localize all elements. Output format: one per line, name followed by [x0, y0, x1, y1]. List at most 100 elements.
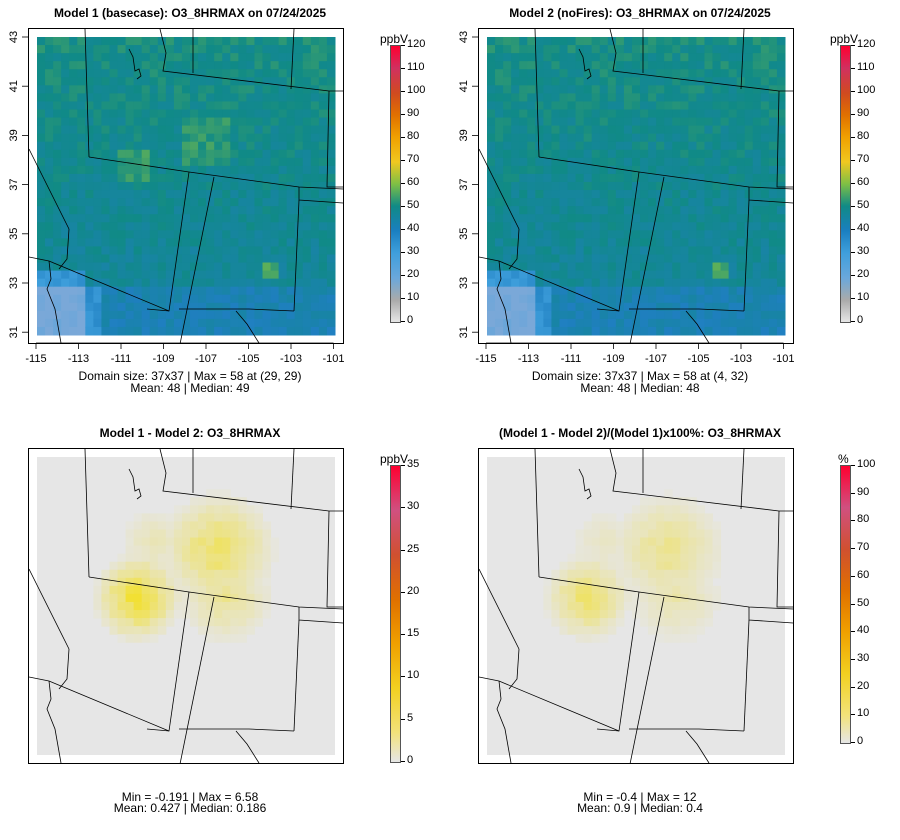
panel-title: Model 1 - Model 2: O3_8HRMAX — [99, 426, 281, 440]
legend-tick-label: 10 — [857, 291, 870, 303]
legend-unit: ppbV — [380, 452, 409, 466]
legend-tick-label: 100 — [857, 458, 876, 470]
legend-tick-mark — [401, 252, 405, 253]
y-tick-label: 39 — [8, 129, 20, 141]
y-tick-label: 41 — [458, 80, 470, 92]
legend-color-bar — [840, 465, 851, 744]
y-tick-label: 43 — [458, 31, 470, 43]
x-tick-label: -113 — [68, 353, 89, 365]
y-tick-label: 37 — [8, 178, 20, 190]
percent-difference-map — [479, 449, 793, 763]
legend-color-bar — [390, 465, 401, 763]
legend-tick-label: 20 — [857, 679, 870, 692]
legend-tick-label: 40 — [857, 624, 870, 637]
stats-line-2: Mean: 0.9 | Median: 0.4 — [577, 801, 703, 815]
legend-tick-label: 80 — [407, 130, 420, 142]
x-tick-label: -101 — [322, 353, 344, 365]
map-frame — [478, 28, 794, 344]
legend-tick-mark — [851, 742, 855, 743]
legend-tick-label: 0 — [857, 735, 864, 747]
legend-tick-label: 100 — [857, 84, 876, 96]
legend-tick-mark — [401, 183, 405, 184]
stats-line-2: Mean: 0.427 | Median: 0.186 — [113, 801, 267, 815]
legend-tick-label: 60 — [857, 568, 870, 581]
legend-tick-label: 60 — [857, 176, 870, 188]
stats-line-1: Min = -0.4 | Max = 12 — [583, 790, 697, 804]
legend-tick-mark — [401, 298, 405, 299]
legend-tick-mark — [851, 206, 855, 207]
y-tick-label: 31 — [458, 326, 470, 338]
x-tick-label: -115 — [25, 353, 46, 365]
legend-tick-mark — [401, 114, 405, 115]
x-tick-label: -115 — [475, 353, 496, 365]
legend-tick-label: 0 — [407, 314, 414, 326]
y-tick-label: 39 — [458, 129, 470, 141]
legend-tick-label: 50 — [407, 199, 420, 211]
map-frame — [28, 448, 344, 764]
y-tick-label: 35 — [8, 228, 20, 240]
x-tick-label: -103 — [280, 353, 302, 365]
y-tick-label: 35 — [458, 228, 470, 240]
x-tick-label: -109 — [152, 353, 174, 365]
legend-tick-mark — [851, 465, 855, 466]
legend-tick-label: 30 — [857, 245, 870, 257]
legend-tick-label: 90 — [857, 107, 870, 119]
legend-tick-mark — [851, 114, 855, 115]
y-tick-label: 41 — [8, 80, 20, 92]
legend-tick-mark — [851, 658, 855, 660]
x-tick-label: -105 — [237, 353, 259, 365]
legend-unit: ppbV — [380, 32, 409, 46]
legend-tick-mark — [851, 137, 855, 138]
legend-tick-mark — [851, 68, 855, 69]
legend-tick-mark — [851, 575, 855, 577]
legend-tick-mark — [401, 676, 405, 678]
x-axis: -115 -113 -111 -109 -107 -105 -103 -101 — [25, 342, 345, 365]
legend-tick-label: 20 — [857, 268, 870, 280]
x-tick-label: -107 — [195, 353, 217, 365]
legend-color-bar — [840, 45, 851, 323]
legend-tick-mark — [401, 206, 405, 207]
x-tick-label: -111 — [561, 353, 581, 365]
panel-percent-difference: (Model 1 - Model 2)/(Model 1)x100%: O3_8… — [450, 420, 900, 840]
legend-tick-label: 70 — [407, 153, 420, 165]
legend-tick-label: 70 — [857, 153, 870, 165]
y-tick-label: 31 — [8, 326, 20, 338]
map-frame — [28, 28, 344, 344]
legend-unit: % — [838, 452, 849, 466]
legend-tick-mark — [851, 91, 855, 92]
legend-tick-mark — [851, 492, 855, 494]
legend-tick-mark — [401, 718, 405, 720]
x-tick-label: -101 — [772, 353, 794, 365]
x-axis: -115 -113 -111 -109 -107 -105 -103 -101 — [475, 342, 795, 365]
legend-tick-label: 10 — [407, 669, 420, 682]
legend-tick-mark — [401, 591, 405, 593]
legend-tick-mark — [851, 631, 855, 633]
y-tick-label: 37 — [458, 178, 470, 190]
legend-tick-mark — [401, 465, 405, 466]
legend-tick-label: 50 — [857, 596, 870, 609]
legend-tick-label: 15 — [407, 627, 420, 640]
legend-tick-mark — [401, 634, 405, 636]
legend-tick-label: 20 — [407, 584, 420, 597]
legend-tick-label: 110 — [857, 61, 875, 73]
legend-tick-label: 100 — [407, 84, 426, 96]
y-tick-label: 43 — [8, 31, 20, 43]
legend-tick-mark — [401, 275, 405, 276]
x-tick-label: -113 — [518, 353, 539, 365]
panel-model1: Model 1 (basecase): O3_8HRMAX on 07/24/2… — [0, 0, 450, 420]
legend-tick-label: 10 — [857, 707, 870, 720]
axis-ticks: -115 -113 -111 -109 -107 -105 -103 -101 43 41 39 3… — [8, 31, 345, 365]
legend-tick-label: 120 — [857, 38, 876, 50]
legend-tick-label: 40 — [407, 222, 420, 234]
y-tick-label: 33 — [8, 277, 20, 289]
legend-tick-label: 40 — [857, 222, 870, 234]
legend-tick-label: 80 — [857, 130, 870, 142]
legend-tick-mark — [401, 507, 405, 509]
legend-tick-mark — [401, 91, 405, 92]
difference-map — [29, 449, 343, 763]
stats-line-2: Mean: 48 | Median: 48 — [580, 381, 700, 395]
legend-tick-label: 110 — [407, 61, 425, 73]
axis-ticks: -115 -113 -111 -109 -107 -105 -103 -101 43 41 39 3… — [458, 31, 795, 365]
x-tick-label: -103 — [730, 353, 752, 365]
panel-difference: Model 1 - Model 2: O3_8HRMAX Min = -0.19… — [0, 420, 450, 840]
